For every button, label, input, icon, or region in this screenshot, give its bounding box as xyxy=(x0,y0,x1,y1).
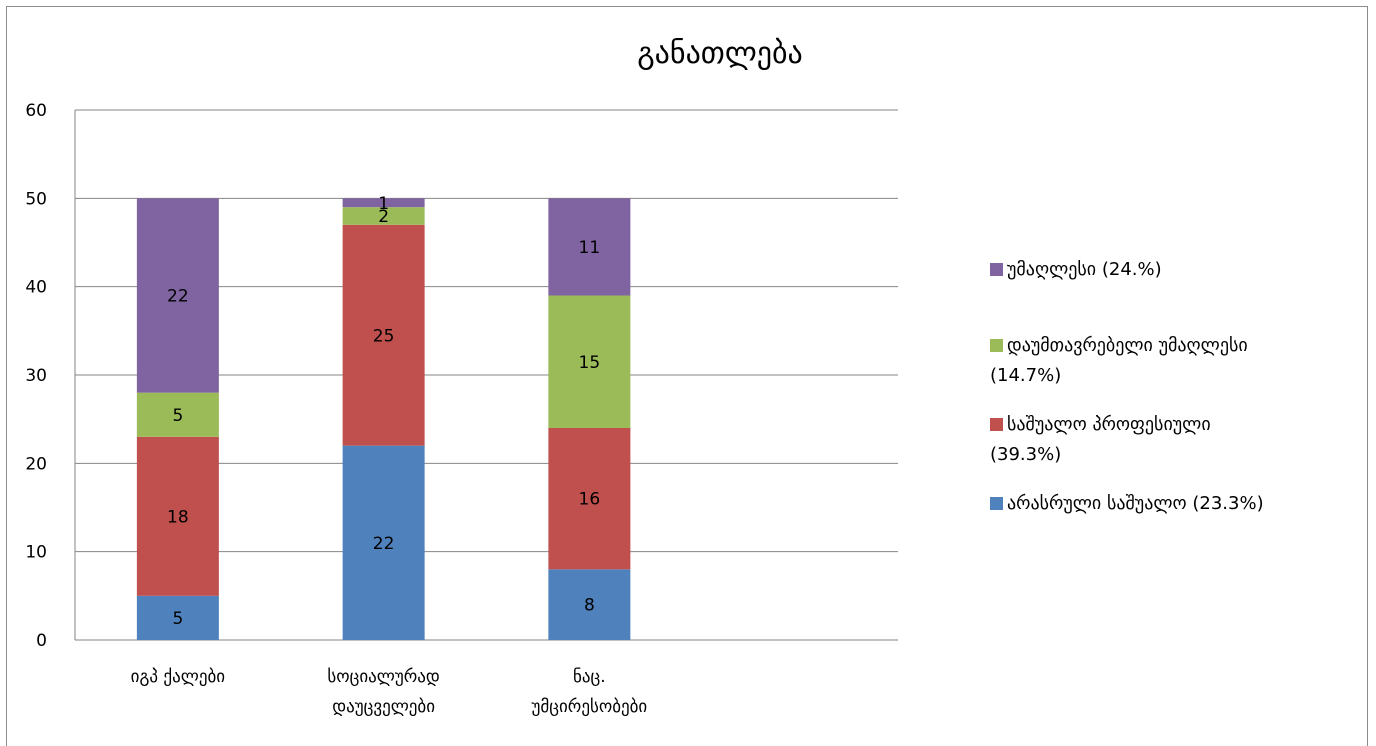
legend-item: უმაღლესი (24.%) xyxy=(990,255,1162,285)
x-category-label: სოციალურად დაუცველები xyxy=(327,667,439,717)
bar-segment xyxy=(136,392,219,437)
legend-swatch xyxy=(990,339,1003,352)
data-label: 11 xyxy=(579,238,601,258)
bar-segment xyxy=(136,436,219,596)
legend-label: (14.7%) xyxy=(990,365,1062,386)
data-label: 1 xyxy=(378,194,389,214)
y-tick-label: 20 xyxy=(25,454,47,474)
legend-swatch xyxy=(990,418,1003,431)
data-label: 22 xyxy=(373,534,395,554)
data-label: 8 xyxy=(584,596,595,616)
chart-title: განათლება xyxy=(637,36,803,71)
y-tick-label: 0 xyxy=(36,631,47,651)
y-tick-label: 60 xyxy=(25,101,47,121)
x-category-label: ნაც. უმცირესობები xyxy=(532,667,648,717)
legend-label: არასრული საშუალო (23.3%) xyxy=(1007,493,1264,514)
data-label: 5 xyxy=(172,609,183,629)
bar-segment xyxy=(548,569,631,640)
bar-segment xyxy=(342,198,425,208)
bar-segment xyxy=(548,198,631,296)
bar-segment xyxy=(548,295,631,428)
x-category-label: იგპ ქალები xyxy=(131,667,225,687)
chart-frame xyxy=(6,6,1368,746)
y-tick-label: 30 xyxy=(25,366,47,386)
legend-swatch xyxy=(990,263,1003,276)
legend-item: საშუალო პროფესიული (39.3%) xyxy=(990,410,1211,470)
legend-label: უმაღლესი (24.%) xyxy=(1007,259,1162,280)
bar-segment xyxy=(342,207,425,225)
legend-swatch xyxy=(990,497,1003,510)
bar-segment xyxy=(136,595,219,640)
data-label: 25 xyxy=(373,326,395,346)
data-label: 2 xyxy=(378,207,389,227)
legend-item: არასრული საშუალო (23.3%) xyxy=(990,489,1264,519)
legend-label: დაუმთავრებელი უმაღლესი xyxy=(1007,335,1248,356)
bar-segment xyxy=(136,198,219,393)
data-label: 15 xyxy=(579,353,601,373)
y-tick-label: 40 xyxy=(25,278,47,298)
data-label: 5 xyxy=(172,406,183,426)
legend-item: დაუმთავრებელი უმაღლესი (14.7%) xyxy=(990,331,1248,391)
legend-label: საშუალო პროფესიული xyxy=(1007,414,1211,435)
bar-segment xyxy=(342,445,425,640)
data-label: 22 xyxy=(167,287,189,307)
data-label: 18 xyxy=(167,507,189,527)
legend-label: (39.3%) xyxy=(990,444,1062,465)
y-tick-label: 50 xyxy=(25,189,47,209)
bar-segment xyxy=(548,428,631,570)
y-tick-label: 10 xyxy=(25,543,47,563)
data-label: 16 xyxy=(579,490,601,510)
bar-segment xyxy=(342,224,425,446)
